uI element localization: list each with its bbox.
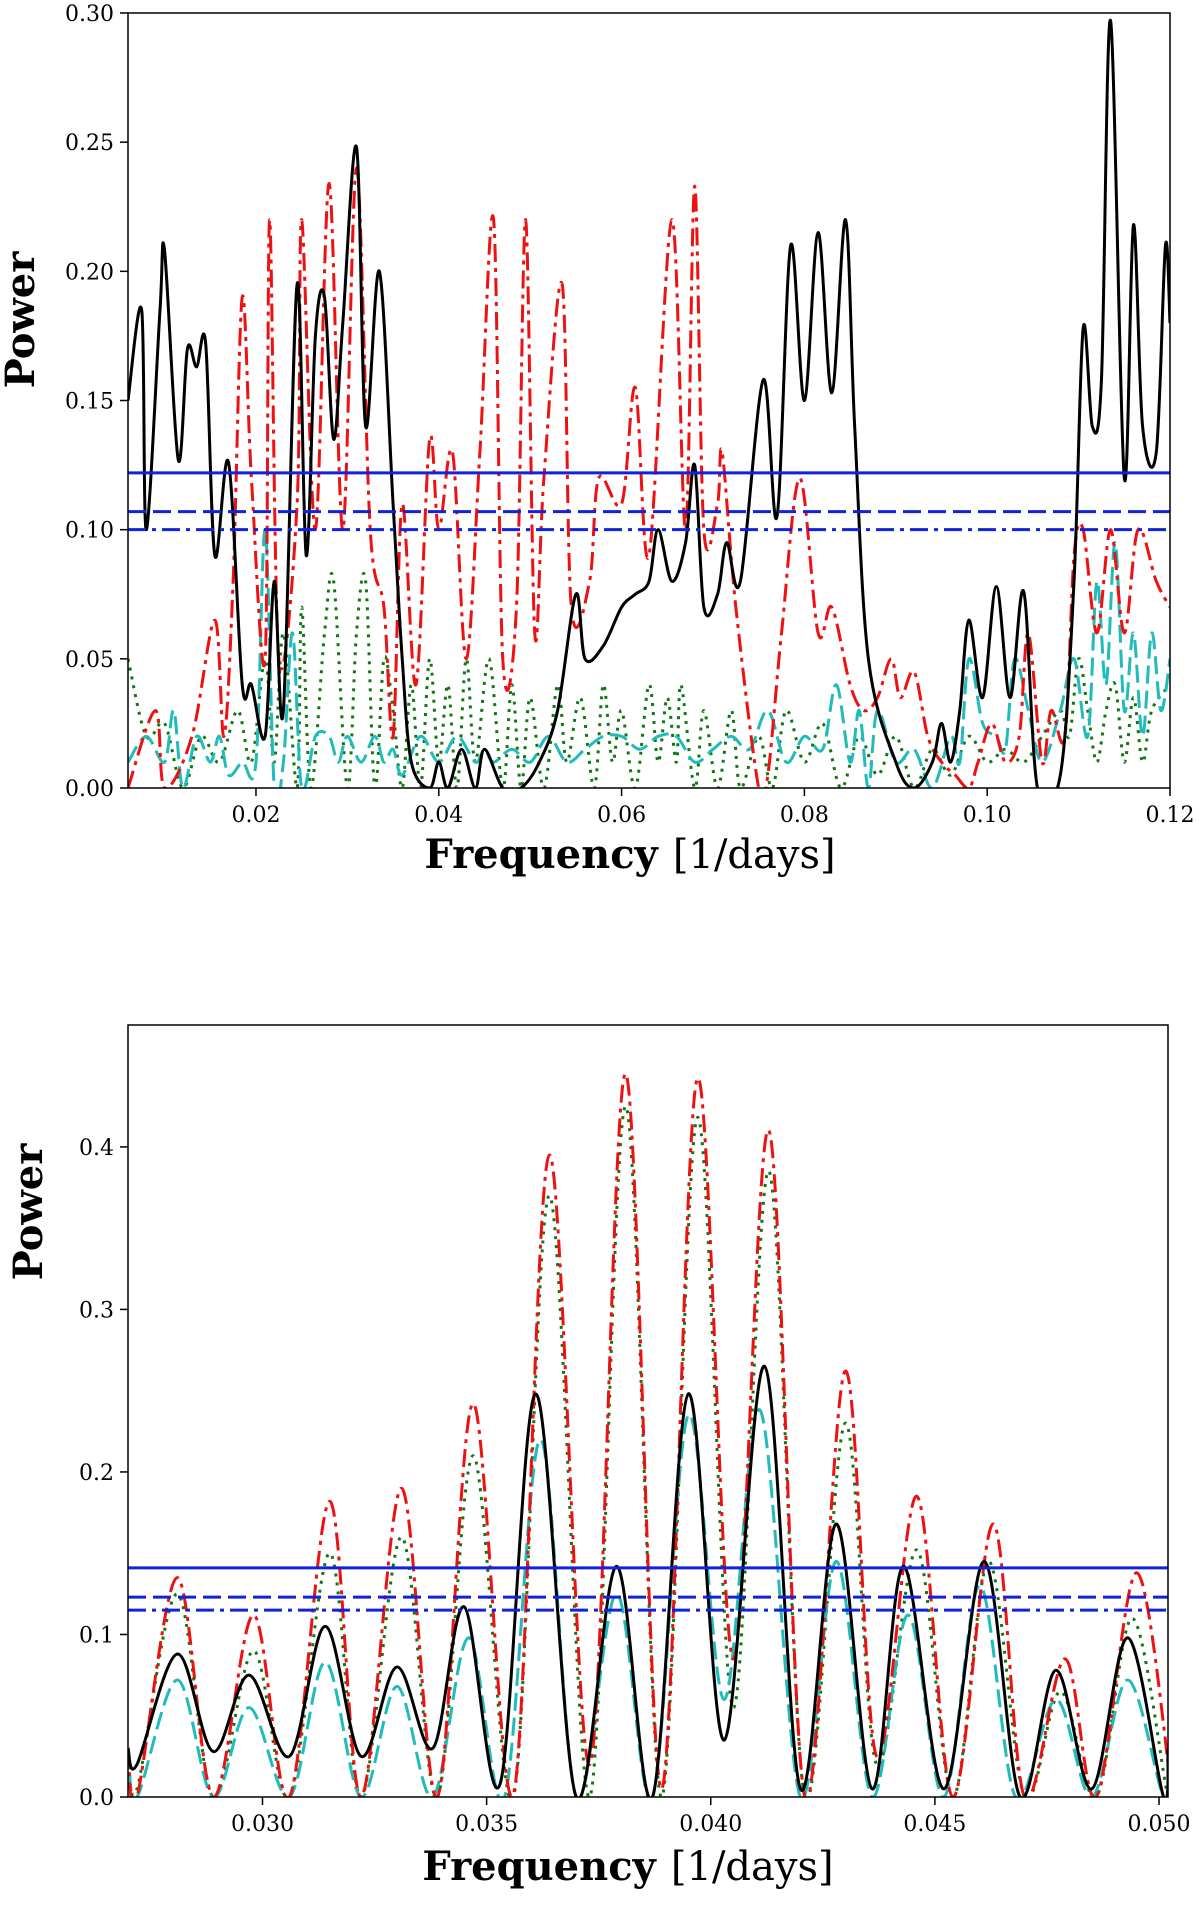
series-line-cyan <box>128 1408 1168 1797</box>
y-tick-label: 0.2 <box>79 1461 114 1486</box>
x-axis-label: Frequency [1/days] <box>424 831 835 878</box>
y-axis-label: Power <box>0 251 44 389</box>
periodogram-chart-bottom: 0.030 0.035 0.040 0.045 0.050 0.00.10.20.30.… <box>5 1024 1191 1890</box>
y-tick-label: 0.10 <box>65 519 114 544</box>
axes-border <box>127 1024 1169 1798</box>
series-line-red <box>128 166 1170 788</box>
y-tick-label: 0.1 <box>79 1623 114 1648</box>
y-tick-label: 0.30 <box>65 2 114 27</box>
plot-area <box>128 19 1170 788</box>
x-tick-label: 0.04 <box>414 803 463 828</box>
x-tick-label: 0.045 <box>903 1812 966 1837</box>
x-tick-label: 0.08 <box>780 803 829 828</box>
series-layer <box>128 1072 1168 1797</box>
x-tick-label: 0.030 <box>231 1812 294 1837</box>
x-axis-ticks: 0.030 0.035 0.040 0.045 0.050 <box>231 1797 1191 1837</box>
periodogram-chart-top: 0.02 0.04 0.06 0.08 0.10 0.12 0.00 0.05 0.10 0.1… <box>0 2 1194 878</box>
series-line-cyan <box>128 528 1170 788</box>
x-tick-label: 0.06 <box>597 803 646 828</box>
x-tick-label: 0.040 <box>679 1812 742 1837</box>
series-layer <box>128 19 1170 788</box>
x-tick-label: 0.02 <box>231 803 280 828</box>
series-line-red <box>128 1072 1168 1797</box>
y-tick-label: 0.15 <box>65 390 114 415</box>
y-tick-label: 0.20 <box>65 260 114 285</box>
y-axis-label: Power <box>5 1143 52 1281</box>
y-axis-ticks: 0.0 0.1 0.2 0.3 0.4 <box>79 1136 128 1811</box>
x-tick-label: 0.12 <box>1146 803 1195 828</box>
y-tick-label: 0.05 <box>65 648 114 673</box>
x-tick-label: 0.10 <box>963 803 1012 828</box>
series-line-green <box>128 1104 1168 1797</box>
y-axis-ticks: 0.00 0.05 0.10 0.15 0.20 0.25 0.30 <box>65 2 128 802</box>
series-line-black <box>128 1364 1168 1797</box>
x-axis-label: Frequency [1/days] <box>422 1843 833 1890</box>
y-tick-label: 0.00 <box>65 777 114 802</box>
y-tick-label: 0.4 <box>79 1136 114 1161</box>
plot-area <box>128 1072 1168 1797</box>
y-tick-label: 0.25 <box>65 131 114 156</box>
y-tick-label: 0.3 <box>79 1298 114 1323</box>
x-tick-label: 0.035 <box>455 1812 518 1837</box>
y-tick-label: 0.0 <box>79 1786 114 1811</box>
x-tick-label: 0.050 <box>1128 1812 1191 1837</box>
series-line-black <box>128 19 1170 788</box>
axes-frame <box>127 1024 1169 1798</box>
x-axis-ticks: 0.02 0.04 0.06 0.08 0.10 0.12 <box>231 788 1194 828</box>
